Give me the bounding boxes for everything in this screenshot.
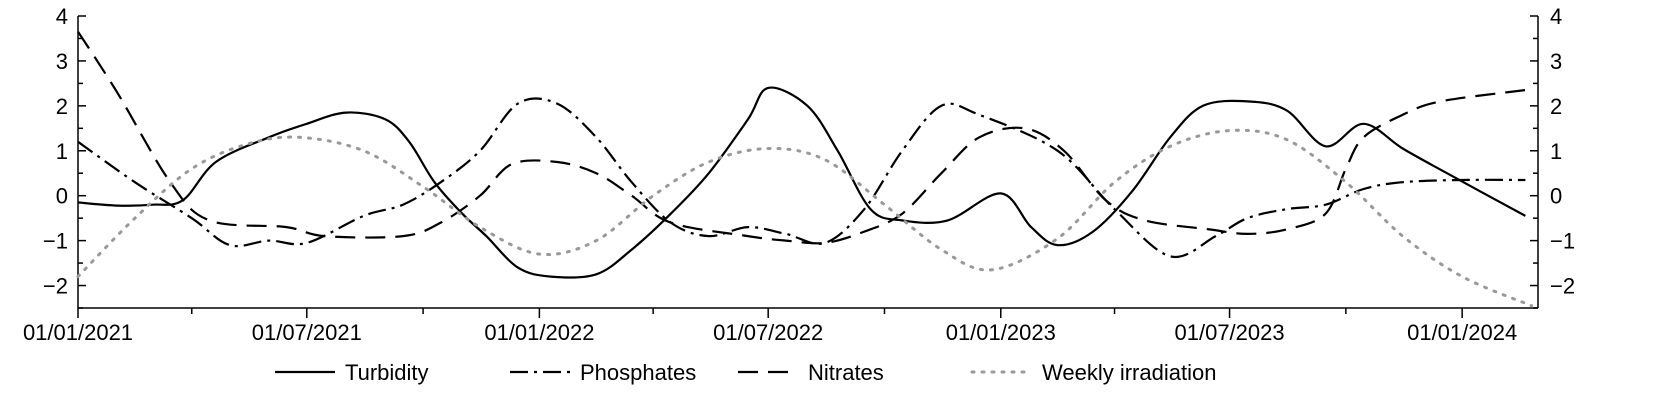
y-tick-label-right: 2 <box>1550 94 1562 119</box>
y-tick-label-left: 4 <box>56 4 68 29</box>
x-tick-label: 01/07/2021 <box>252 320 362 345</box>
legend-label-weekly-irradiation: Weekly irradiation <box>1042 360 1216 385</box>
legend-label-nitrates: Nitrates <box>808 360 884 385</box>
chart-legend: Turbidity Phosphates Nitrates Weekly irradi… <box>275 360 1216 385</box>
y-tick-label-right: −2 <box>1550 274 1575 299</box>
y-tick-label-left: −2 <box>43 274 68 299</box>
series-line-nitrates <box>77 31 1526 245</box>
legend-label-turbidity: Turbidity <box>345 360 429 385</box>
x-tick-label: 01/01/2024 <box>1407 320 1517 345</box>
legend-label-phosphates: Phosphates <box>580 360 696 385</box>
x-tick-label: 01/07/2023 <box>1175 320 1285 345</box>
series-line-weekly-irradiation <box>76 128 1534 308</box>
chart-axes <box>77 16 1539 309</box>
y-tick-label-right: 3 <box>1550 49 1562 74</box>
x-tick-label: 01/01/2022 <box>484 320 594 345</box>
x-tick-label: 01/07/2022 <box>713 320 823 345</box>
x-axis-ticks: 01/01/2021 01/07/2021 01/01/2022 01/07/2022… <box>23 308 1517 345</box>
y-tick-label-right: −1 <box>1550 229 1575 254</box>
y-tick-label-left: 1 <box>56 139 68 164</box>
y-axis-ticks: −2 −2 −1 −1 0 0 1 1 2 2 3 3 4 4 <box>43 4 1575 309</box>
y-tick-label-right: 4 <box>1550 4 1562 29</box>
y-tick-label-left: 2 <box>56 94 68 119</box>
x-tick-label: 01/01/2023 <box>946 320 1056 345</box>
chart-series <box>76 31 1534 308</box>
x-tick-label: 01/01/2021 <box>23 320 133 345</box>
y-tick-label-left: −1 <box>43 229 68 254</box>
y-tick-label-right: 1 <box>1550 139 1562 164</box>
series-line-phosphates <box>77 97 1526 259</box>
series-line-turbidity <box>77 86 1526 279</box>
y-tick-label-right: 0 <box>1550 184 1562 209</box>
y-tick-label-left: 3 <box>56 49 68 74</box>
y-tick-label-left: 0 <box>56 184 68 209</box>
